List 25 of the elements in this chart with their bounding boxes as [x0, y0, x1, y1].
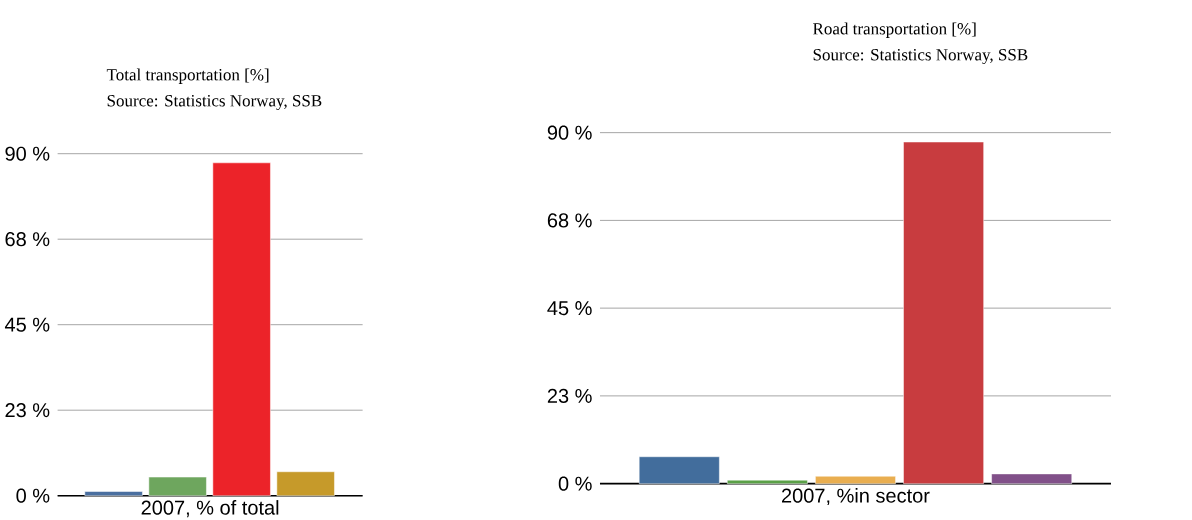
- y-tick-label: 45 %: [547, 300, 592, 315]
- y-tick-label: 0 %: [16, 488, 50, 503]
- bar: [84, 491, 143, 496]
- y-tick-label: 45 %: [4, 317, 50, 332]
- chart-title: Road transportation [%]: [813, 22, 976, 38]
- y-tick-label: 90 %: [547, 125, 592, 140]
- y-tick-label: 23 %: [547, 388, 592, 403]
- y-tick-label: 0 %: [558, 476, 592, 491]
- y-tick-label: 90 %: [5, 146, 50, 161]
- source-note: Source: Statistics Norway, SSB: [813, 48, 1028, 64]
- bar: [638, 456, 720, 484]
- bar: [212, 162, 271, 496]
- bar: [148, 476, 207, 496]
- x-axis-title: 2007, % of total: [141, 499, 279, 517]
- y-tick-label: 23 %: [5, 402, 50, 418]
- bar: [991, 473, 1073, 484]
- y-tick-label: 68 %: [547, 213, 592, 228]
- bar: [276, 471, 335, 496]
- chart-title: Total transportation [%]: [106, 68, 269, 84]
- bar: [903, 141, 984, 484]
- bar: [727, 479, 808, 484]
- bar: [815, 475, 896, 484]
- source-note: Source: Statistics Norway, SSB: [107, 94, 322, 110]
- y-tick-label: 68 %: [5, 231, 50, 247]
- x-axis-title: 2007, %in sector: [782, 487, 930, 505]
